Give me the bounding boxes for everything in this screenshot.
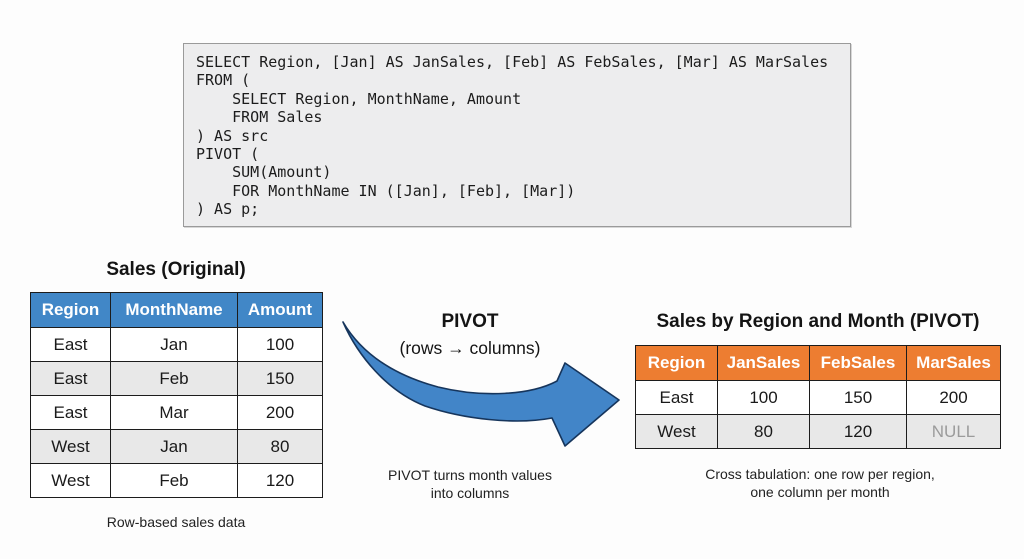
table-row: West Jan 80: [30, 429, 323, 464]
cell-region: East: [30, 361, 111, 396]
column-header: MarSales: [906, 345, 1001, 381]
table-header-row: Region MonthName Amount: [30, 292, 323, 328]
cell-amount: 80: [237, 429, 323, 464]
cell-monthname: Feb: [110, 361, 238, 396]
cell-jansales: 80: [717, 414, 810, 449]
cell-amount: 200: [237, 395, 323, 430]
sales-pivot-table: Region JanSales FebSales MarSales East 1…: [635, 345, 1001, 449]
pivot-sublabel: (rows → columns): [399, 338, 541, 358]
cell-amount: 120: [237, 463, 323, 498]
cell-marsales: 200: [906, 380, 1001, 415]
cell-region: East: [30, 327, 111, 362]
sql-code-text: SELECT Region, [Jan] AS JanSales, [Feb] …: [196, 53, 829, 219]
cell-region: West: [635, 414, 718, 449]
right-caption-line2: one column per month: [750, 483, 890, 500]
cell-monthname: Feb: [110, 463, 238, 498]
cell-amount: 150: [237, 361, 323, 396]
column-header: FebSales: [809, 345, 907, 381]
left-table-title: Sales (Original): [106, 259, 246, 280]
cell-monthname: Jan: [110, 327, 238, 362]
table-row: East Mar 200: [30, 395, 323, 430]
cell-amount: 100: [237, 327, 323, 362]
left-table-caption: Row-based sales data: [106, 514, 246, 530]
right-table-caption: Cross tabulation: one row per region, on…: [640, 466, 1000, 501]
pivot-caption-line2: into columns: [430, 484, 510, 501]
cell-jansales: 100: [717, 380, 810, 415]
cell-marsales-null: NULL: [906, 414, 1001, 449]
cell-region: West: [30, 429, 111, 464]
pivot-caption-line1: PIVOT turns month values: [388, 467, 552, 483]
column-header: Region: [30, 292, 111, 328]
cell-region: East: [635, 380, 718, 415]
table-row: West Feb 120: [30, 463, 323, 498]
column-header: Amount: [237, 292, 323, 328]
table-row: West 80 120 NULL: [635, 414, 1001, 449]
table-header-row: Region JanSales FebSales MarSales: [635, 345, 1001, 381]
pivot-curved-arrow-icon: [342, 321, 620, 447]
cell-monthname: Mar: [110, 395, 238, 430]
pivot-arrow-caption: PIVOT turns month values into columns: [350, 467, 590, 502]
pivot-label: PIVOT: [441, 311, 499, 332]
right-table-title: Sales by Region and Month (PIVOT): [656, 311, 980, 332]
table-row: East Jan 100: [30, 327, 323, 362]
cell-monthname: Jan: [110, 429, 238, 464]
column-header: MonthName: [110, 292, 238, 328]
right-caption-line1: Cross tabulation: one row per region,: [705, 466, 935, 482]
cell-febsales: 150: [809, 380, 907, 415]
cell-region: East: [30, 395, 111, 430]
column-header: Region: [635, 345, 718, 381]
table-row: East 100 150 200: [635, 380, 1001, 415]
column-header: JanSales: [717, 345, 810, 381]
cell-region: West: [30, 463, 111, 498]
sql-code-block: SELECT Region, [Jan] AS JanSales, [Feb] …: [183, 43, 851, 227]
sales-original-table: Region MonthName Amount East Jan 100 Eas…: [30, 292, 323, 498]
cell-febsales: 120: [809, 414, 907, 449]
table-row: East Feb 150: [30, 361, 323, 396]
